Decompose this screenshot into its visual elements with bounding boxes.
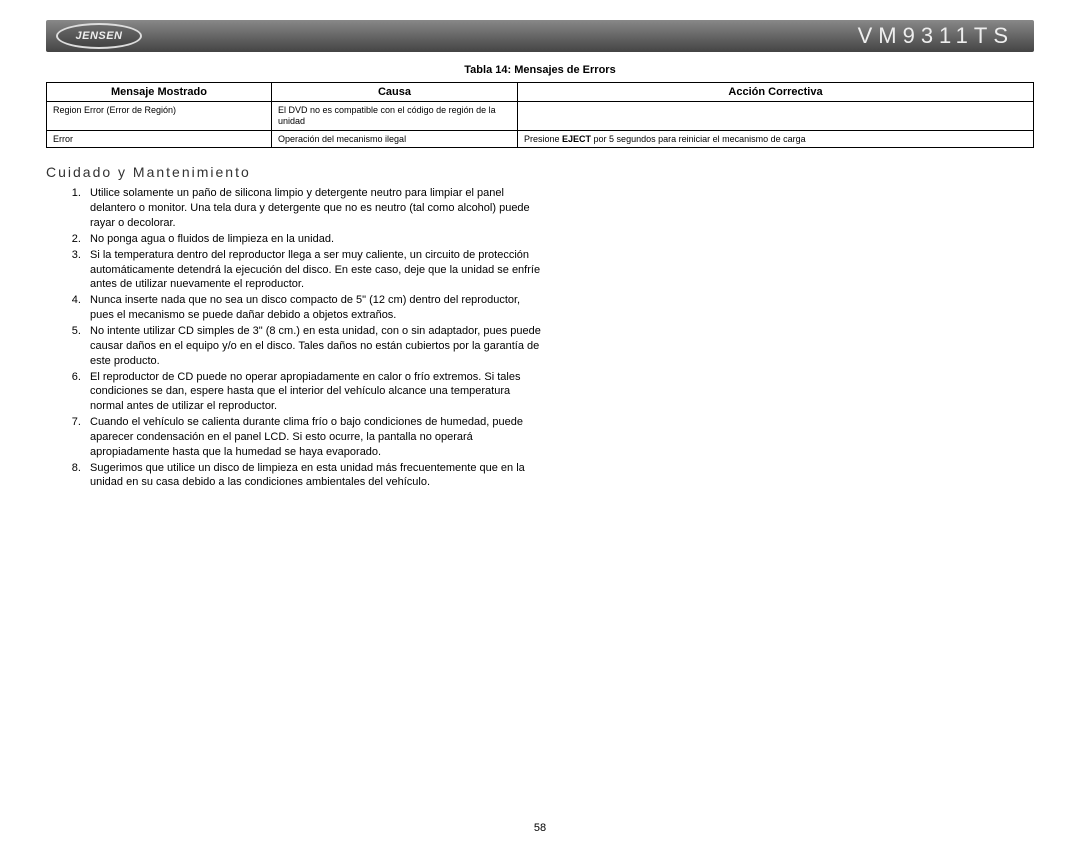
table-header-row: Mensaje Mostrado Causa Acción Correctiva: [47, 83, 1034, 102]
table-row: Error Operación del mecanismo ilegal Pre…: [47, 130, 1034, 148]
action-text-post: por 5 segundos para reiniciar el mecanis…: [591, 134, 806, 144]
logo-ellipse-icon: JENSEN: [56, 23, 142, 49]
list-item: Cuando el vehículo se calienta durante c…: [84, 415, 546, 460]
list-item: Si la temperatura dentro del reproductor…: [84, 248, 546, 293]
cell-action: Presione EJECT por 5 segundos para reini…: [518, 130, 1034, 148]
cell-cause: El DVD no es compatible con el código de…: [272, 102, 518, 131]
cell-message: Region Error (Error de Región): [47, 102, 272, 131]
content-area: Tabla 14: Mensajes de Errors Mensaje Mos…: [0, 52, 1080, 490]
table-row: Region Error (Error de Región) El DVD no…: [47, 102, 1034, 131]
col-header-cause: Causa: [272, 83, 518, 102]
col-header-action: Acción Correctiva: [518, 83, 1034, 102]
page-container: JENSEN VM9311TS Tabla 14: Mensajes de Er…: [0, 20, 1080, 490]
page-number: 58: [0, 822, 1080, 834]
list-item: Utilice solamente un paño de silicona li…: [84, 186, 546, 231]
list-item: No intente utilizar CD simples de 3" (8 …: [84, 324, 546, 369]
cell-message: Error: [47, 130, 272, 148]
brand-logo: JENSEN: [56, 23, 142, 49]
model-number: VM9311TS: [858, 23, 1014, 49]
header-bar: JENSEN VM9311TS: [46, 20, 1034, 52]
care-maintenance-list: Utilice solamente un paño de silicona li…: [46, 186, 546, 490]
logo-text: JENSEN: [75, 30, 122, 42]
list-item: Sugerimos que utilice un disco de limpie…: [84, 461, 546, 491]
col-header-message: Mensaje Mostrado: [47, 83, 272, 102]
section-heading: Cuidado y Mantenimiento: [46, 164, 1034, 180]
list-item: No ponga agua o fluidos de limpieza en l…: [84, 232, 546, 247]
action-text-bold: EJECT: [562, 134, 591, 144]
error-messages-table: Mensaje Mostrado Causa Acción Correctiva…: [46, 82, 1034, 148]
list-item: Nunca inserte nada que no sea un disco c…: [84, 293, 546, 323]
list-item: El reproductor de CD puede no operar apr…: [84, 370, 546, 415]
action-text-pre: Presione: [524, 134, 562, 144]
cell-cause: Operación del mecanismo ilegal: [272, 130, 518, 148]
table-caption: Tabla 14: Mensajes de Errors: [46, 64, 1034, 76]
cell-action: [518, 102, 1034, 131]
